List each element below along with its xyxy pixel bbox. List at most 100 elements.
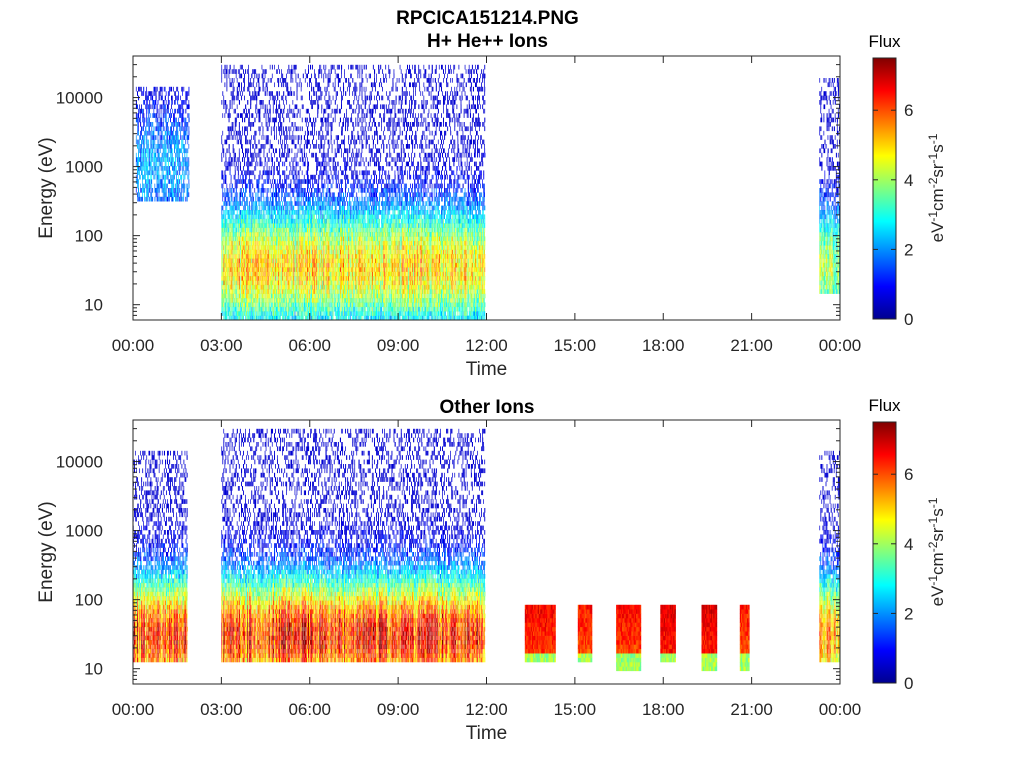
heatmap-cell (307, 214, 308, 220)
heatmap-cell (164, 130, 166, 136)
heatmap-cell (325, 166, 327, 171)
heatmap-cell (319, 236, 321, 242)
heatmap-cell (224, 254, 226, 259)
heatmap-cell (254, 306, 256, 312)
heatmap-cell (283, 210, 284, 215)
heatmap-cell (269, 249, 271, 255)
heatmap-cell (247, 227, 248, 233)
heatmap-cell (243, 254, 244, 259)
heatmap-cell (300, 218, 302, 224)
heatmap-cell (322, 258, 324, 264)
heatmap-cell (231, 214, 233, 220)
heatmap-cell (276, 240, 278, 246)
heatmap-cell (269, 227, 271, 233)
heatmap-cell (229, 240, 231, 246)
heatmap-cell (241, 139, 242, 145)
heatmap-cell (144, 144, 145, 149)
heatmap-cell (278, 188, 279, 193)
heatmap-cell (284, 192, 285, 198)
heatmap-cell (253, 302, 254, 308)
heatmap-cell (322, 157, 324, 162)
heatmap-cell (312, 311, 313, 316)
heatmap-cell (183, 144, 185, 149)
heatmap-cell (223, 152, 225, 158)
heatmap-cell (286, 280, 287, 286)
heatmap-cell (316, 210, 317, 215)
heatmap-cell (292, 130, 294, 136)
heatmap-cell (145, 130, 147, 136)
heatmap-cell (265, 223, 267, 228)
heatmap-cell (230, 289, 232, 294)
heatmap-cell (247, 196, 248, 202)
heatmap-cell (303, 174, 305, 180)
heatmap-cell (288, 276, 290, 281)
heatmap-cell (309, 82, 310, 88)
heatmap-cell (232, 148, 234, 154)
heatmap-cell (248, 170, 249, 176)
heatmap-cell (298, 192, 300, 198)
heatmap-cell (274, 135, 275, 140)
heatmap-cell (323, 196, 325, 202)
heatmap-cell (170, 170, 171, 176)
heatmap-cell (259, 240, 261, 246)
heatmap-cell (226, 293, 228, 299)
heatmap-cell (284, 170, 286, 176)
heatmap-cell (305, 245, 307, 250)
heatmap-cell (141, 148, 143, 154)
heatmap-cell (231, 135, 233, 140)
heatmap-cell (296, 86, 298, 92)
heatmap-cell (310, 311, 311, 316)
heatmap-cell (237, 157, 239, 162)
heatmap-cell (249, 227, 250, 233)
heatmap-cell (170, 174, 171, 180)
heatmap-cell (135, 104, 137, 110)
heatmap-cell (301, 117, 303, 123)
heatmap-cell (222, 271, 224, 277)
heatmap-cell (151, 174, 153, 180)
heatmap-cell (221, 236, 223, 242)
heatmap-cell (318, 144, 320, 149)
heatmap-cell (317, 166, 318, 171)
heatmap-cell (153, 166, 155, 171)
heatmap-cell (324, 183, 326, 189)
heatmap-cell (308, 196, 309, 202)
heatmap-cell (261, 232, 263, 237)
heatmap-cell (222, 192, 224, 198)
heatmap-cell (290, 236, 292, 242)
heatmap-cell (278, 214, 280, 220)
heatmap-cell (222, 148, 224, 154)
heatmap-cell (317, 315, 319, 320)
heatmap-cell (316, 218, 317, 224)
heatmap-cell (253, 315, 255, 320)
heatmap-cell (172, 166, 174, 171)
heatmap-cell (252, 311, 254, 316)
heatmap-cell (158, 91, 160, 96)
heatmap-cell (150, 157, 152, 162)
heatmap-cell (171, 196, 172, 202)
heatmap-cell (233, 148, 235, 154)
heatmap-cell (253, 258, 254, 264)
heatmap-cell (292, 271, 294, 277)
heatmap-cell (140, 196, 141, 202)
heatmap-cell (260, 293, 262, 299)
heatmap-cell (245, 276, 246, 281)
heatmap-cell (260, 284, 262, 290)
heatmap-cell (285, 236, 286, 242)
heatmap-cell (253, 152, 255, 158)
heatmap-cell (248, 157, 250, 162)
heatmap-cell (250, 183, 252, 189)
heatmap-cell (277, 315, 278, 320)
heatmap-cell (252, 289, 254, 294)
heatmap-cell (258, 298, 260, 303)
heatmap-cell (148, 161, 150, 167)
heatmap-cell (266, 240, 268, 246)
heatmap-cell (167, 139, 169, 145)
heatmap-cell (257, 205, 259, 211)
heatmap-cell (278, 311, 279, 316)
heatmap-cell (246, 210, 248, 215)
heatmap-cell (258, 258, 260, 264)
heatmap-cell (226, 254, 228, 259)
heatmap-cell (298, 302, 300, 308)
heatmap-cell (233, 152, 235, 158)
heatmap-cell (151, 139, 153, 145)
